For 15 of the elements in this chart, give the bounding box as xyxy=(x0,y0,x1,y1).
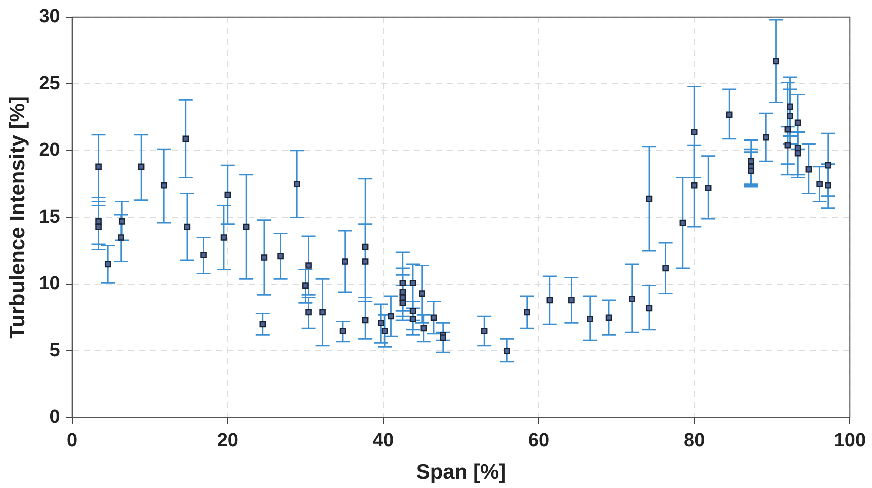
y-tick-label: 5 xyxy=(50,340,61,362)
y-tick-label: 10 xyxy=(39,274,60,295)
x-tick-label: 60 xyxy=(528,430,550,452)
y-tick-label: 15 xyxy=(39,206,61,228)
y-tick-label: 30 xyxy=(39,6,60,28)
x-axis-title: Span [%] xyxy=(416,461,506,484)
x-tick-label: 40 xyxy=(372,430,394,452)
x-tick-label: 20 xyxy=(217,430,238,452)
x-tick-label: 80 xyxy=(684,430,706,452)
y-axis-title: Turbulence Intensity [%] xyxy=(6,96,30,339)
y-tick-label: 25 xyxy=(39,73,61,94)
x-tick-label: 0 xyxy=(67,430,78,452)
y-tick-label: 0 xyxy=(50,407,60,428)
x-tick-label: 100 xyxy=(834,430,866,452)
y-tick-label: 20 xyxy=(39,140,60,162)
